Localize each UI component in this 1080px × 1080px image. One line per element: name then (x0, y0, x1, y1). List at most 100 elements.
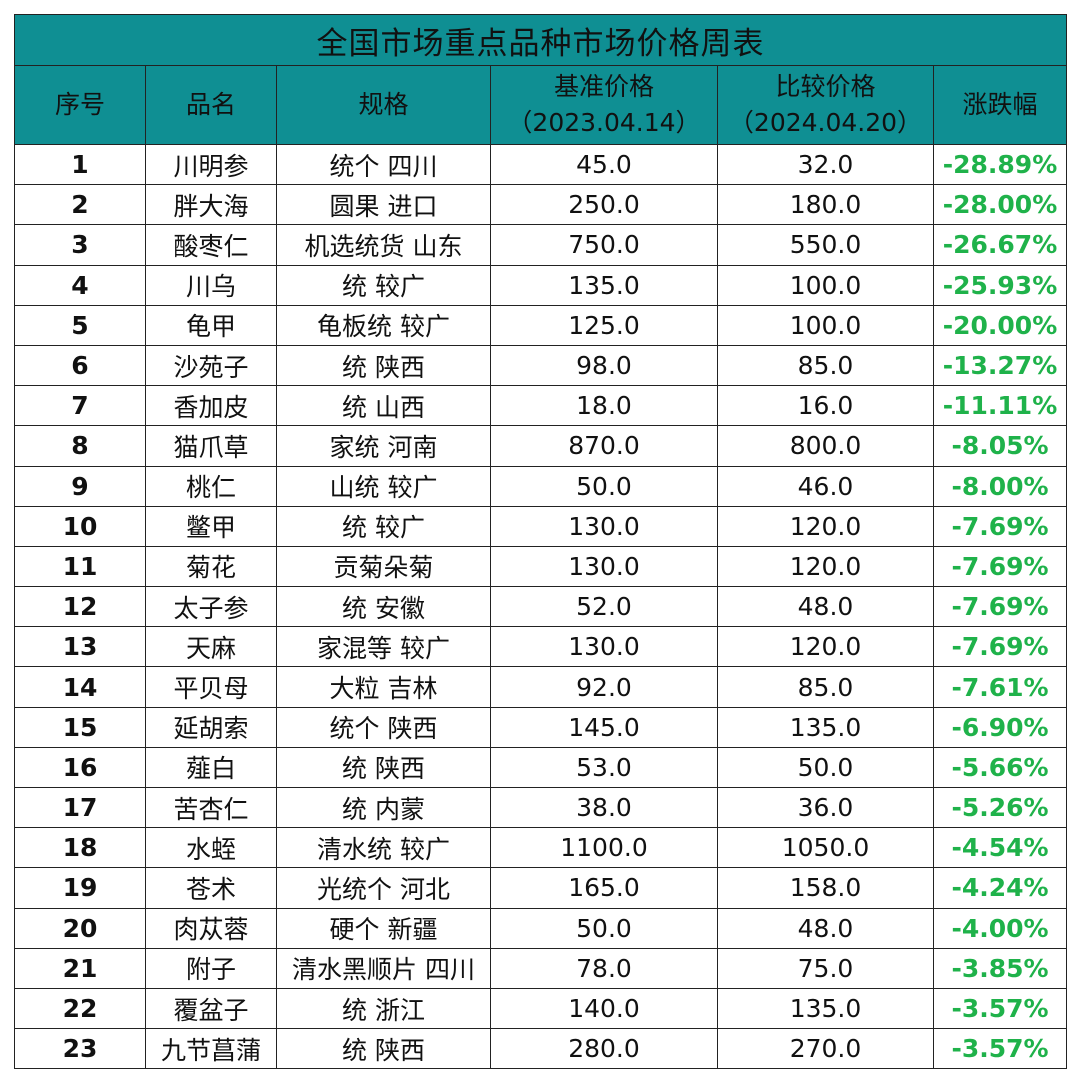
cell-change: -7.69% (932, 586, 1068, 628)
cell-base-price: 870.0 (490, 425, 718, 467)
cell-index: 7 (14, 385, 146, 427)
table-body: 1 川明参 统个 四川 45.0 32.0 -28.89% 2 胖大海 圆果 进口 250.0 18… (14, 143, 1068, 1070)
cell-name: 龟甲 (145, 304, 277, 346)
table-row: 1 川明参 统个 四川 45.0 32.0 -28.89% (14, 143, 1068, 186)
header-index: 序号 (14, 65, 146, 145)
cell-compare-price: 120.0 (717, 545, 934, 588)
header-compare-price-label: 比较价格 (775, 72, 876, 101)
table-row: 4 川乌统 较广 135.0 100.0 -25.93% (14, 264, 1068, 306)
table-row: 7 香加皮统 山西 18.0 16.0 -11.11% (14, 385, 1068, 427)
cell-name: 附子 (145, 947, 277, 989)
cell-spec: 家统 河南 (276, 425, 491, 467)
cell-base-price: 125.0 (490, 304, 718, 346)
cell-change: -4.00% (932, 907, 1068, 949)
cell-index: 15 (14, 706, 146, 748)
cell-index: 19 (14, 867, 146, 909)
cell-base-price: 145.0 (490, 706, 718, 748)
cell-base-price: 130.0 (490, 505, 718, 547)
cell-spec: 统 山西 (276, 385, 491, 427)
cell-spec: 光统个 河北 (276, 867, 491, 909)
cell-compare-price: 180.0 (717, 184, 934, 226)
cell-name: 桃仁 (145, 465, 277, 507)
table-row: 12 太子参统 安徽 52.0 48.0 -7.69% (14, 586, 1068, 628)
cell-compare-price: 48.0 (717, 907, 934, 949)
header-base-price-label: 基准价格 (553, 72, 654, 101)
cell-change: -5.26% (932, 786, 1068, 829)
table-row: 22 覆盆子统 浙江 140.0 135.0 -3.57% (14, 987, 1068, 1030)
header-row: 序号 品名 规格 基准价格 （2023.04.14） 比较价格 （2024.04… (14, 65, 1068, 145)
cell-name: 太子参 (145, 586, 277, 628)
cell-index: 2 (14, 184, 146, 226)
cell-name: 延胡索 (145, 706, 277, 748)
cell-index: 23 (14, 1028, 146, 1070)
cell-index: 18 (14, 827, 146, 869)
cell-name: 平贝母 (145, 666, 277, 708)
cell-index: 6 (14, 344, 146, 387)
cell-spec: 机选统货 山东 (276, 224, 491, 266)
cell-base-price: 50.0 (490, 907, 718, 949)
cell-compare-price: 85.0 (717, 666, 934, 708)
cell-name: 香加皮 (145, 385, 277, 427)
cell-change: -4.54% (932, 827, 1068, 869)
header-compare-price: 比较价格 （2024.04.20） (717, 65, 934, 145)
cell-name: 沙苑子 (145, 344, 277, 387)
header-base-date: （2023.04.14） (507, 108, 701, 137)
cell-index: 3 (14, 224, 146, 266)
cell-spec: 统个 陕西 (276, 706, 491, 748)
cell-change: -8.05% (932, 425, 1068, 467)
cell-base-price: 750.0 (490, 224, 718, 266)
cell-spec: 统个 四川 (276, 143, 491, 186)
cell-change: -3.85% (932, 947, 1068, 989)
cell-change: -7.69% (932, 626, 1068, 668)
cell-index: 9 (14, 465, 146, 507)
cell-spec: 统 浙江 (276, 987, 491, 1030)
cell-compare-price: 550.0 (717, 224, 934, 266)
cell-change: -5.66% (932, 746, 1068, 789)
cell-spec: 统 较广 (276, 264, 491, 306)
cell-spec: 清水统 较广 (276, 827, 491, 869)
cell-name: 苍术 (145, 867, 277, 909)
cell-spec: 统 较广 (276, 505, 491, 547)
cell-compare-price: 120.0 (717, 505, 934, 547)
cell-index: 17 (14, 786, 146, 829)
header-compare-date: （2024.04.20） (728, 108, 923, 137)
cell-name: 九节菖蒲 (145, 1028, 277, 1070)
cell-spec: 清水黑顺片 四川 (276, 947, 491, 989)
cell-base-price: 280.0 (490, 1028, 718, 1070)
cell-index: 12 (14, 586, 146, 628)
table-row: 19 苍术 光统个 河北 165.0 158.0 -4.24% (14, 867, 1068, 909)
cell-compare-price: 100.0 (717, 264, 934, 306)
cell-base-price: 53.0 (490, 746, 718, 789)
table-row: 16 薤白统 陕西 53.0 50.0 -5.66% (14, 746, 1068, 789)
cell-change: -28.89% (932, 143, 1068, 186)
cell-change: -28.00% (932, 184, 1068, 226)
header-change: 涨跌幅 (932, 65, 1068, 145)
cell-name: 覆盆子 (145, 987, 277, 1030)
header-spec: 规格 (276, 65, 491, 145)
cell-name: 天麻 (145, 626, 277, 668)
cell-name: 苦杏仁 (145, 786, 277, 829)
table-row: 10 鳖甲统 较广 130.0 120.0 -7.69% (14, 505, 1068, 547)
cell-base-price: 130.0 (490, 545, 718, 588)
table-row: 8 猫爪草 家统 河南 870.0 800.0 -8.05% (14, 425, 1068, 467)
cell-spec: 统 内蒙 (276, 786, 491, 829)
cell-compare-price: 1050.0 (717, 827, 934, 869)
table-row: 3 酸枣仁 机选统货 山东 750.0 550.0 -26.67% (14, 224, 1068, 266)
cell-index: 5 (14, 304, 146, 346)
table-row: 11 菊花 贡菊朵菊 130.0 120.0 -7.69% (14, 545, 1068, 588)
table-row: 23 九节菖蒲统 陕西 280.0 270.0 -3.57% (14, 1028, 1068, 1070)
cell-compare-price: 100.0 (717, 304, 934, 346)
cell-name: 酸枣仁 (145, 224, 277, 266)
cell-index: 22 (14, 987, 146, 1030)
cell-spec: 大粒 吉林 (276, 666, 491, 708)
cell-index: 16 (14, 746, 146, 789)
table-title: 全国市场重点品种市场价格周表 (13, 14, 1068, 66)
table-row: 15 延胡索 统个 陕西 145.0 135.0 -6.90% (14, 706, 1068, 748)
cell-change: -7.61% (932, 666, 1068, 708)
header-name: 品名 (145, 65, 277, 145)
cell-base-price: 38.0 (490, 786, 718, 829)
table-row: 20 肉苁蓉 硬个 新疆 50.0 48.0 -4.00% (14, 907, 1068, 949)
cell-change: -26.67% (932, 224, 1068, 266)
cell-base-price: 78.0 (490, 947, 718, 989)
cell-base-price: 45.0 (490, 143, 718, 186)
